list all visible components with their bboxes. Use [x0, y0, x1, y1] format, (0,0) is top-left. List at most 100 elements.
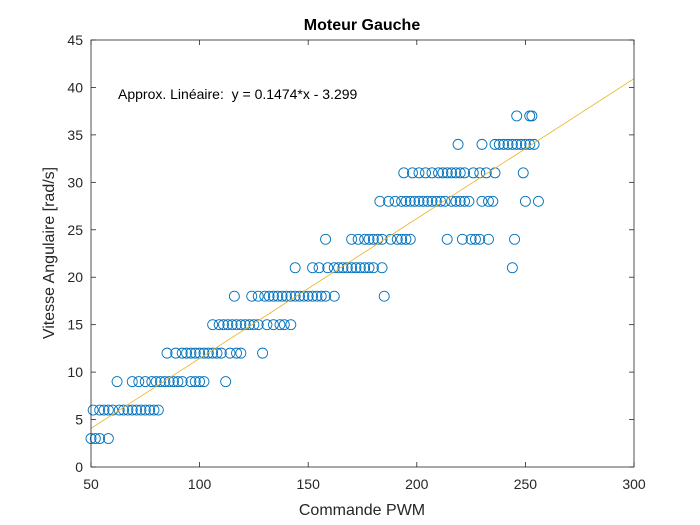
data-point: [346, 262, 358, 274]
data-point: [367, 233, 379, 245]
data-point: [493, 138, 505, 150]
data-point: [407, 167, 418, 179]
y-axis-label: Vitesse Angulaire [rad/s]: [41, 167, 58, 339]
data-point: [435, 195, 447, 207]
data-point: [526, 110, 538, 122]
data-point: [139, 376, 151, 388]
data-point: [272, 290, 284, 302]
data-point: [102, 404, 114, 416]
data-point: [363, 233, 375, 245]
data-point: [467, 167, 479, 179]
data-point: [320, 290, 332, 302]
data-point: [459, 167, 471, 179]
data-point: [222, 319, 234, 331]
data-point: [480, 167, 492, 179]
data-point: [374, 195, 386, 207]
plot-frame: [90, 39, 635, 468]
data-point: [511, 110, 523, 122]
data-point: [176, 347, 188, 359]
data-point: [159, 376, 171, 388]
y-tick-label: 20: [67, 269, 83, 285]
data-point: [248, 319, 260, 331]
x-tick-label: 200: [405, 476, 429, 492]
data-point: [315, 290, 327, 302]
data-point: [267, 290, 279, 302]
data-point: [400, 195, 412, 207]
data-point: [189, 376, 201, 388]
data-point: [441, 167, 453, 179]
data-point: [126, 404, 138, 416]
y-tick-label: 35: [67, 127, 83, 143]
data-point: [102, 433, 114, 444]
data-point: [352, 233, 364, 245]
data-point: [170, 347, 182, 359]
fit-line: [90, 78, 635, 429]
data-point: [235, 319, 247, 331]
data-point: [450, 167, 462, 179]
data-point: [202, 347, 214, 359]
data-point: [422, 195, 434, 207]
data-point: [413, 167, 425, 179]
data-point: [281, 290, 292, 302]
data-point: [307, 262, 318, 274]
data-point: [469, 233, 481, 245]
y-tick-label: 10: [67, 364, 83, 380]
data-point: [511, 138, 523, 150]
data-point: [515, 138, 527, 150]
fit-annotation: Approx. Linéaire: y = 0.1474*x - 3.299: [118, 86, 358, 102]
data-point: [372, 233, 384, 245]
data-point: [133, 376, 145, 388]
data-point: [320, 233, 332, 245]
data-point: [289, 290, 301, 302]
data-point: [383, 195, 395, 207]
data-point: [246, 290, 258, 302]
data-point: [350, 262, 362, 274]
data-point: [528, 138, 540, 150]
data-point: [152, 404, 164, 416]
data-point: [267, 319, 279, 331]
data-point: [459, 195, 471, 207]
data-point: [452, 138, 464, 150]
data-point: [483, 233, 494, 245]
y-tick-label: 30: [67, 174, 83, 190]
data-point: [532, 195, 544, 207]
data-point: [198, 376, 210, 388]
data-point: [302, 290, 314, 302]
data-point: [94, 433, 106, 444]
data-point: [311, 290, 323, 302]
data-point: [463, 195, 475, 207]
data-point: [367, 262, 379, 274]
data-point: [218, 319, 229, 331]
data-point: [385, 233, 397, 245]
data-point: [378, 290, 390, 302]
data-point: [148, 404, 160, 416]
data-point: [346, 233, 358, 245]
axis-ticks: 50 100 150 200 250 300 0 5 10 15 20 25 30 35 40 45: [67, 32, 645, 492]
data-point: [207, 319, 219, 331]
data-point: [176, 376, 188, 388]
data-point: [506, 138, 518, 150]
data-point: [87, 404, 99, 416]
data-point: [307, 290, 318, 302]
data-point: [502, 138, 514, 150]
data-point: [404, 233, 416, 245]
data-point: [274, 319, 286, 331]
data-point: [107, 404, 119, 416]
data-point: [337, 262, 349, 274]
data-point: [94, 404, 106, 416]
data-point: [363, 262, 375, 274]
y-tick-label: 5: [75, 412, 83, 428]
data-point: [244, 319, 256, 331]
data-point: [433, 167, 444, 179]
data-point: [400, 233, 412, 245]
data-point: [524, 138, 536, 150]
data-point: [333, 262, 345, 274]
data-point: [389, 195, 401, 207]
data-point: [474, 233, 486, 245]
data-point: [322, 262, 334, 274]
data-point: [135, 404, 147, 416]
x-tick-label: 50: [83, 476, 99, 492]
data-point: [113, 404, 125, 416]
data-point: [276, 290, 288, 302]
data-point: [396, 195, 408, 207]
